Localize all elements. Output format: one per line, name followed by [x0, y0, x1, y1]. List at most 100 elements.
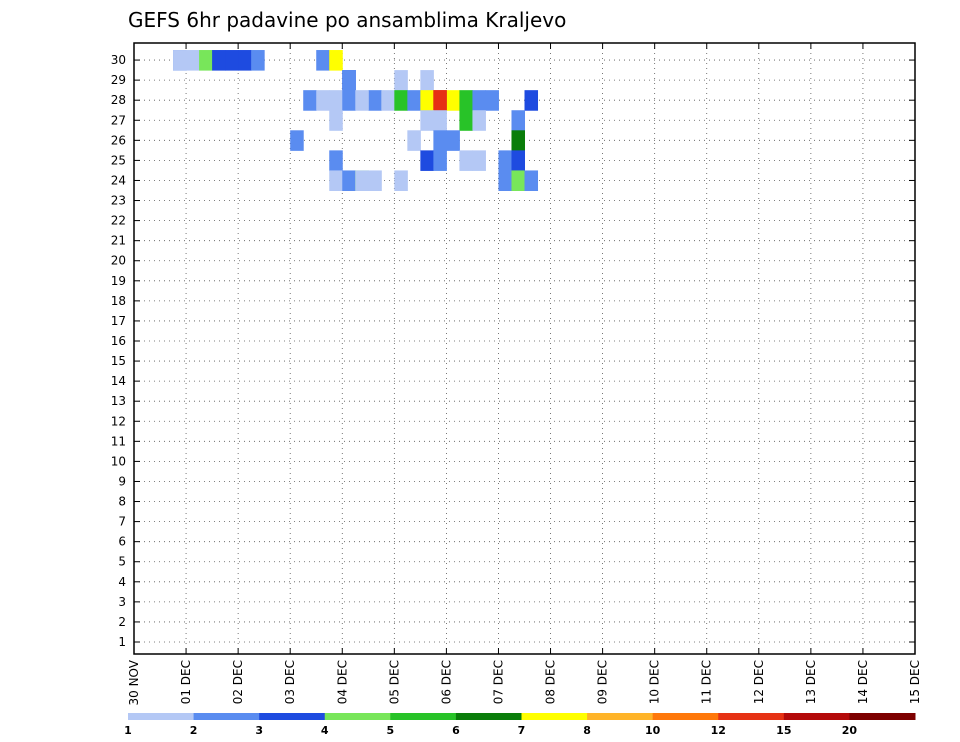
y-tick-label: 4	[118, 575, 126, 589]
chart-title: GEFS 6hr padavine po ansamblima Kraljevo	[128, 8, 566, 32]
heatmap-cell	[368, 90, 382, 111]
y-tick-label: 6	[118, 535, 126, 549]
y-tick-label: 30	[111, 53, 126, 67]
heatmap-cell	[329, 50, 343, 71]
y-tick-label: 21	[111, 234, 126, 248]
heatmap-cell	[472, 150, 486, 171]
y-tick-label: 16	[111, 334, 126, 348]
heatmap-cell	[459, 150, 473, 171]
x-tick-label: 10 DEC	[648, 660, 662, 704]
y-tick-label: 26	[111, 133, 126, 147]
heatmap-cell	[238, 50, 252, 71]
heatmap-cell	[199, 50, 213, 71]
heatmap-cell	[433, 130, 447, 151]
heatmap-cell	[511, 110, 525, 131]
heatmap-cell	[329, 110, 343, 131]
heatmap-cell	[316, 50, 330, 71]
y-tick-label: 7	[118, 515, 126, 529]
heatmap-cell	[329, 90, 343, 111]
colorbar-label: 15	[776, 724, 791, 737]
heatmap-cell	[498, 150, 512, 171]
heatmap-cell	[511, 170, 525, 191]
x-tick-label: 30 NOV	[127, 659, 141, 705]
x-axis-ticks: 30 NOV 01 DEC 02 DEC 03 DEC 04 DEC 05 DEC 06 D…	[127, 43, 922, 706]
heatmap-cell	[342, 70, 356, 91]
x-tick-label: 11 DEC	[700, 660, 714, 704]
colorbar-segment	[390, 713, 457, 720]
y-tick-label: 11	[111, 434, 126, 448]
heatmap-cell	[303, 90, 317, 111]
heatmap-cell	[394, 70, 408, 91]
heatmap-cell	[433, 110, 447, 131]
heatmap-cell	[472, 110, 486, 131]
heatmap-cell	[485, 90, 499, 111]
y-tick-label: 5	[118, 555, 126, 569]
colorbar-segment	[849, 713, 916, 720]
x-tick-label: 09 DEC	[596, 660, 610, 704]
y-tick-label: 2	[118, 615, 126, 629]
heatmap-cell	[355, 170, 369, 191]
heatmap-cell	[394, 90, 408, 111]
heatmap-cell	[433, 150, 447, 171]
colorbar-label: 5	[387, 724, 395, 737]
heatmap-cell	[290, 130, 304, 151]
y-tick-label: 13	[111, 394, 126, 408]
y-tick-label: 25	[111, 153, 126, 167]
y-tick-label: 20	[111, 254, 126, 268]
y-tick-label: 18	[111, 294, 126, 308]
heatmap-cell	[459, 110, 473, 131]
y-tick-label: 9	[118, 474, 126, 488]
heatmap-cell	[342, 170, 356, 191]
x-tick-label: 02 DEC	[231, 660, 245, 704]
heatmap-cell	[524, 90, 539, 111]
x-tick-label: 07 DEC	[491, 660, 505, 704]
y-tick-label: 12	[111, 414, 126, 428]
heatmap-cell	[420, 110, 434, 131]
heatmap-cell	[511, 150, 525, 171]
x-tick-label: 05 DEC	[387, 660, 401, 704]
heatmap-cell	[329, 170, 343, 191]
heatmap-cell	[342, 90, 356, 111]
colorbar-segment	[128, 713, 195, 720]
heatmap-cell	[407, 90, 421, 111]
heatmap-cell	[394, 170, 408, 191]
colorbar-segment	[587, 713, 654, 720]
heatmap-cell	[420, 150, 434, 171]
colorbar-label: 4	[321, 724, 329, 737]
heatmap-cells	[173, 50, 539, 191]
heatmap-cell	[472, 90, 486, 111]
colorbar-label: 20	[842, 724, 858, 737]
y-tick-label: 1	[118, 635, 126, 649]
heatmap-cell	[212, 50, 226, 71]
heatmap-cell	[355, 90, 369, 111]
heatmap-cell	[407, 130, 421, 151]
x-tick-label: 04 DEC	[335, 660, 349, 704]
colorbar-label: 1	[124, 724, 132, 737]
colorbar-segment	[652, 713, 719, 720]
heatmap-cell	[446, 130, 460, 151]
y-tick-label: 8	[118, 495, 126, 509]
grid	[134, 43, 915, 654]
heatmap-cell	[446, 90, 460, 111]
colorbar-segment	[193, 713, 260, 720]
heatmap-cell	[433, 90, 447, 111]
x-tick-label: 01 DEC	[179, 660, 193, 704]
heatmap-cell	[498, 170, 512, 191]
x-tick-label: 14 DEC	[856, 660, 870, 704]
heatmap-cell	[381, 90, 395, 111]
heatmap-cell	[524, 170, 539, 191]
colorbar-label: 2	[190, 724, 198, 737]
colorbar: 1 2 3 4 5 6 7 8 10 12 15 20	[124, 713, 916, 737]
y-tick-label: 24	[111, 173, 126, 187]
heatmap-cell	[316, 90, 330, 111]
colorbar-segment	[783, 713, 850, 720]
y-tick-label: 3	[118, 595, 126, 609]
y-tick-label: 17	[111, 314, 126, 328]
colorbar-label: 12	[711, 724, 726, 737]
y-tick-label: 23	[111, 194, 126, 208]
colorbar-segment	[324, 713, 391, 720]
y-tick-label: 10	[111, 454, 126, 468]
heatmap-cell	[173, 50, 187, 71]
heatmap-cell	[186, 50, 200, 71]
